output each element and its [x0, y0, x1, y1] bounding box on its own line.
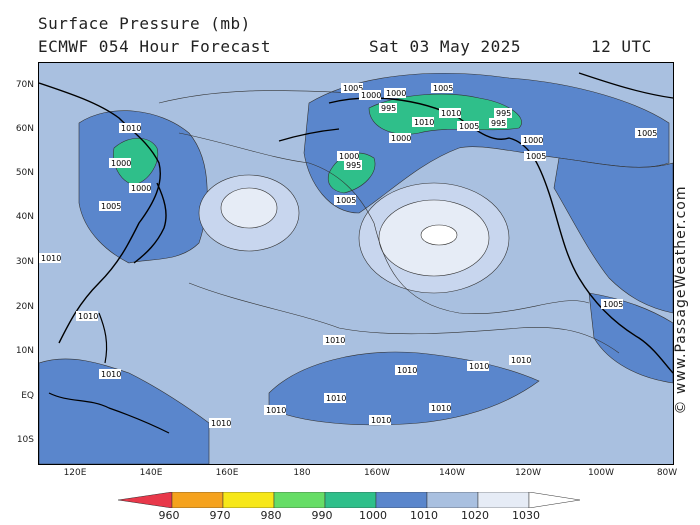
isobar-label: 1000 [339, 152, 359, 161]
coastline-asia [39, 82, 161, 344]
forecast-time: 12 UTC [591, 37, 652, 56]
legend-swatch-970 [171, 492, 224, 508]
watermark-text: © www.PassageWeather.com [673, 185, 689, 415]
lon-label: 100W [587, 468, 615, 478]
lon-label: 160E [215, 468, 239, 478]
lon-label: 160W [363, 468, 391, 478]
coastline-maritime-islands [48, 392, 170, 434]
forecast-model: ECMWF 054 Hour Forecast [38, 37, 272, 56]
isobar-label: 1010 [326, 394, 346, 403]
forecast-date: Sat 03 May 2025 [369, 37, 521, 56]
isobar-label: 1010 [511, 356, 531, 365]
isobar-label: 1010 [121, 124, 141, 133]
lat-label: 10S [16, 435, 34, 445]
lat-label: 30N [15, 257, 34, 267]
isobar-labels: 1005 1000 995 1000 1005 1005 1010 1010 1… [39, 83, 657, 428]
pressure-color-legend [118, 492, 580, 508]
coastline-japan [133, 182, 167, 264]
isobar-label: 1000 [391, 134, 411, 143]
low-pressure-area-maritime [39, 358, 210, 464]
lat-label: 10N [15, 346, 34, 356]
legend-swatch-1010 [375, 492, 428, 508]
legend-tick: 990 [311, 509, 333, 522]
deep-low-kamchatka [113, 137, 159, 186]
isobar-label: 1005 [101, 202, 121, 211]
lat-label: EQ [21, 391, 34, 401]
coastline-philippines [98, 312, 108, 364]
isobar-label: 1000 [386, 89, 406, 98]
legend-tick: 970 [209, 509, 231, 522]
isobar-label: 1005 [526, 152, 546, 161]
isobar-label: 1000 [131, 184, 151, 193]
lat-label: 20N [15, 302, 34, 312]
isobar-label: 1005 [433, 84, 453, 93]
high-pressure-core-east [420, 224, 458, 246]
legend-swatch-960 [118, 492, 173, 508]
isobar-label: 1010 [41, 254, 61, 263]
isobar-label: 1005 [603, 300, 623, 309]
legend-tick: 1020 [461, 509, 489, 522]
isobar-label: 1010 [469, 362, 489, 371]
isobar-label: 1010 [101, 370, 121, 379]
coastline-hudson [578, 72, 673, 99]
isobar-label: 995 [491, 119, 506, 128]
isobar-label: 1010 [371, 416, 391, 425]
isobar-label: 1000 [111, 159, 131, 168]
pressure-map-svg: 1005 1000 995 1000 1005 1005 1010 1010 1… [39, 63, 673, 464]
pressure-map: 1005 1000 995 1000 1005 1005 1010 1010 1… [38, 62, 674, 465]
legend-tick: 980 [260, 509, 282, 522]
lon-label: 140W [438, 468, 466, 478]
isobar-label: 1010 [414, 118, 434, 127]
lat-label: 40N [15, 212, 34, 222]
lon-label: 140E [139, 468, 163, 478]
isobar-label: 1010 [78, 312, 98, 321]
isobar-label: 1010 [211, 419, 231, 428]
legend-swatch-990 [273, 492, 326, 508]
isobar-label: 1010 [325, 336, 345, 345]
lon-label: 80W [656, 468, 678, 478]
lon-label: 180 [293, 468, 311, 478]
legend-swatch-max [528, 492, 580, 508]
isobar-label: 1000 [523, 136, 543, 145]
isobar-line [188, 282, 620, 354]
lat-label: 60N [15, 124, 34, 134]
legend-tick: 1000 [359, 509, 387, 522]
high-pressure-core-west [220, 187, 278, 229]
isobar-label: 995 [496, 109, 511, 118]
legend-swatch-1000 [324, 492, 377, 508]
lon-label: 120E [63, 468, 87, 478]
lat-label: 70N [15, 80, 34, 90]
isobar-label: 1010 [441, 109, 461, 118]
isobar-label: 1005 [637, 129, 657, 138]
legend-swatch-1020 [426, 492, 479, 508]
lon-label: 120W [514, 468, 542, 478]
isobar-label: 1000 [361, 91, 381, 100]
isobar-label: 995 [381, 104, 396, 113]
legend-tick: 1010 [410, 509, 438, 522]
legend-tick: 960 [158, 509, 180, 522]
low-pressure-area-east-pacific [553, 157, 673, 314]
legend-tick: 1030 [512, 509, 540, 522]
legend-swatch-980 [222, 492, 275, 508]
legend-swatch-1030 [477, 492, 530, 508]
isobar-label: 1005 [343, 84, 363, 93]
isobar-label: 1010 [397, 366, 417, 375]
isobar-label: 1010 [431, 404, 451, 413]
isobar-label: 995 [346, 161, 361, 170]
isobar-line [178, 132, 590, 314]
lat-label: 50N [15, 168, 34, 178]
coastline-aleutians [278, 128, 340, 142]
isobar-label: 1005 [459, 122, 479, 131]
isobar-label: 1010 [266, 406, 286, 415]
map-title: Surface Pressure (mb) [38, 14, 251, 33]
isobar-label: 1005 [336, 196, 356, 205]
